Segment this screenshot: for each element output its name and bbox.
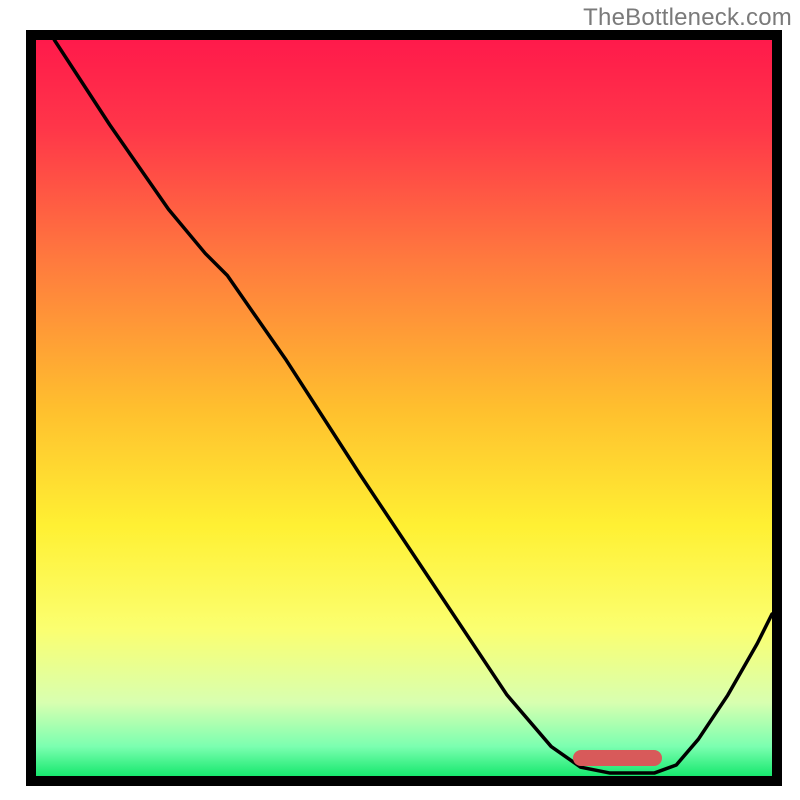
optimal-range-marker: [573, 750, 661, 766]
plot-area: [36, 40, 772, 776]
chart-container: TheBottleneck.com: [0, 0, 800, 800]
watermark-text: TheBottleneck.com: [583, 4, 792, 32]
bottleneck-curve-path: [54, 40, 772, 773]
bottleneck-curve: [36, 40, 772, 776]
